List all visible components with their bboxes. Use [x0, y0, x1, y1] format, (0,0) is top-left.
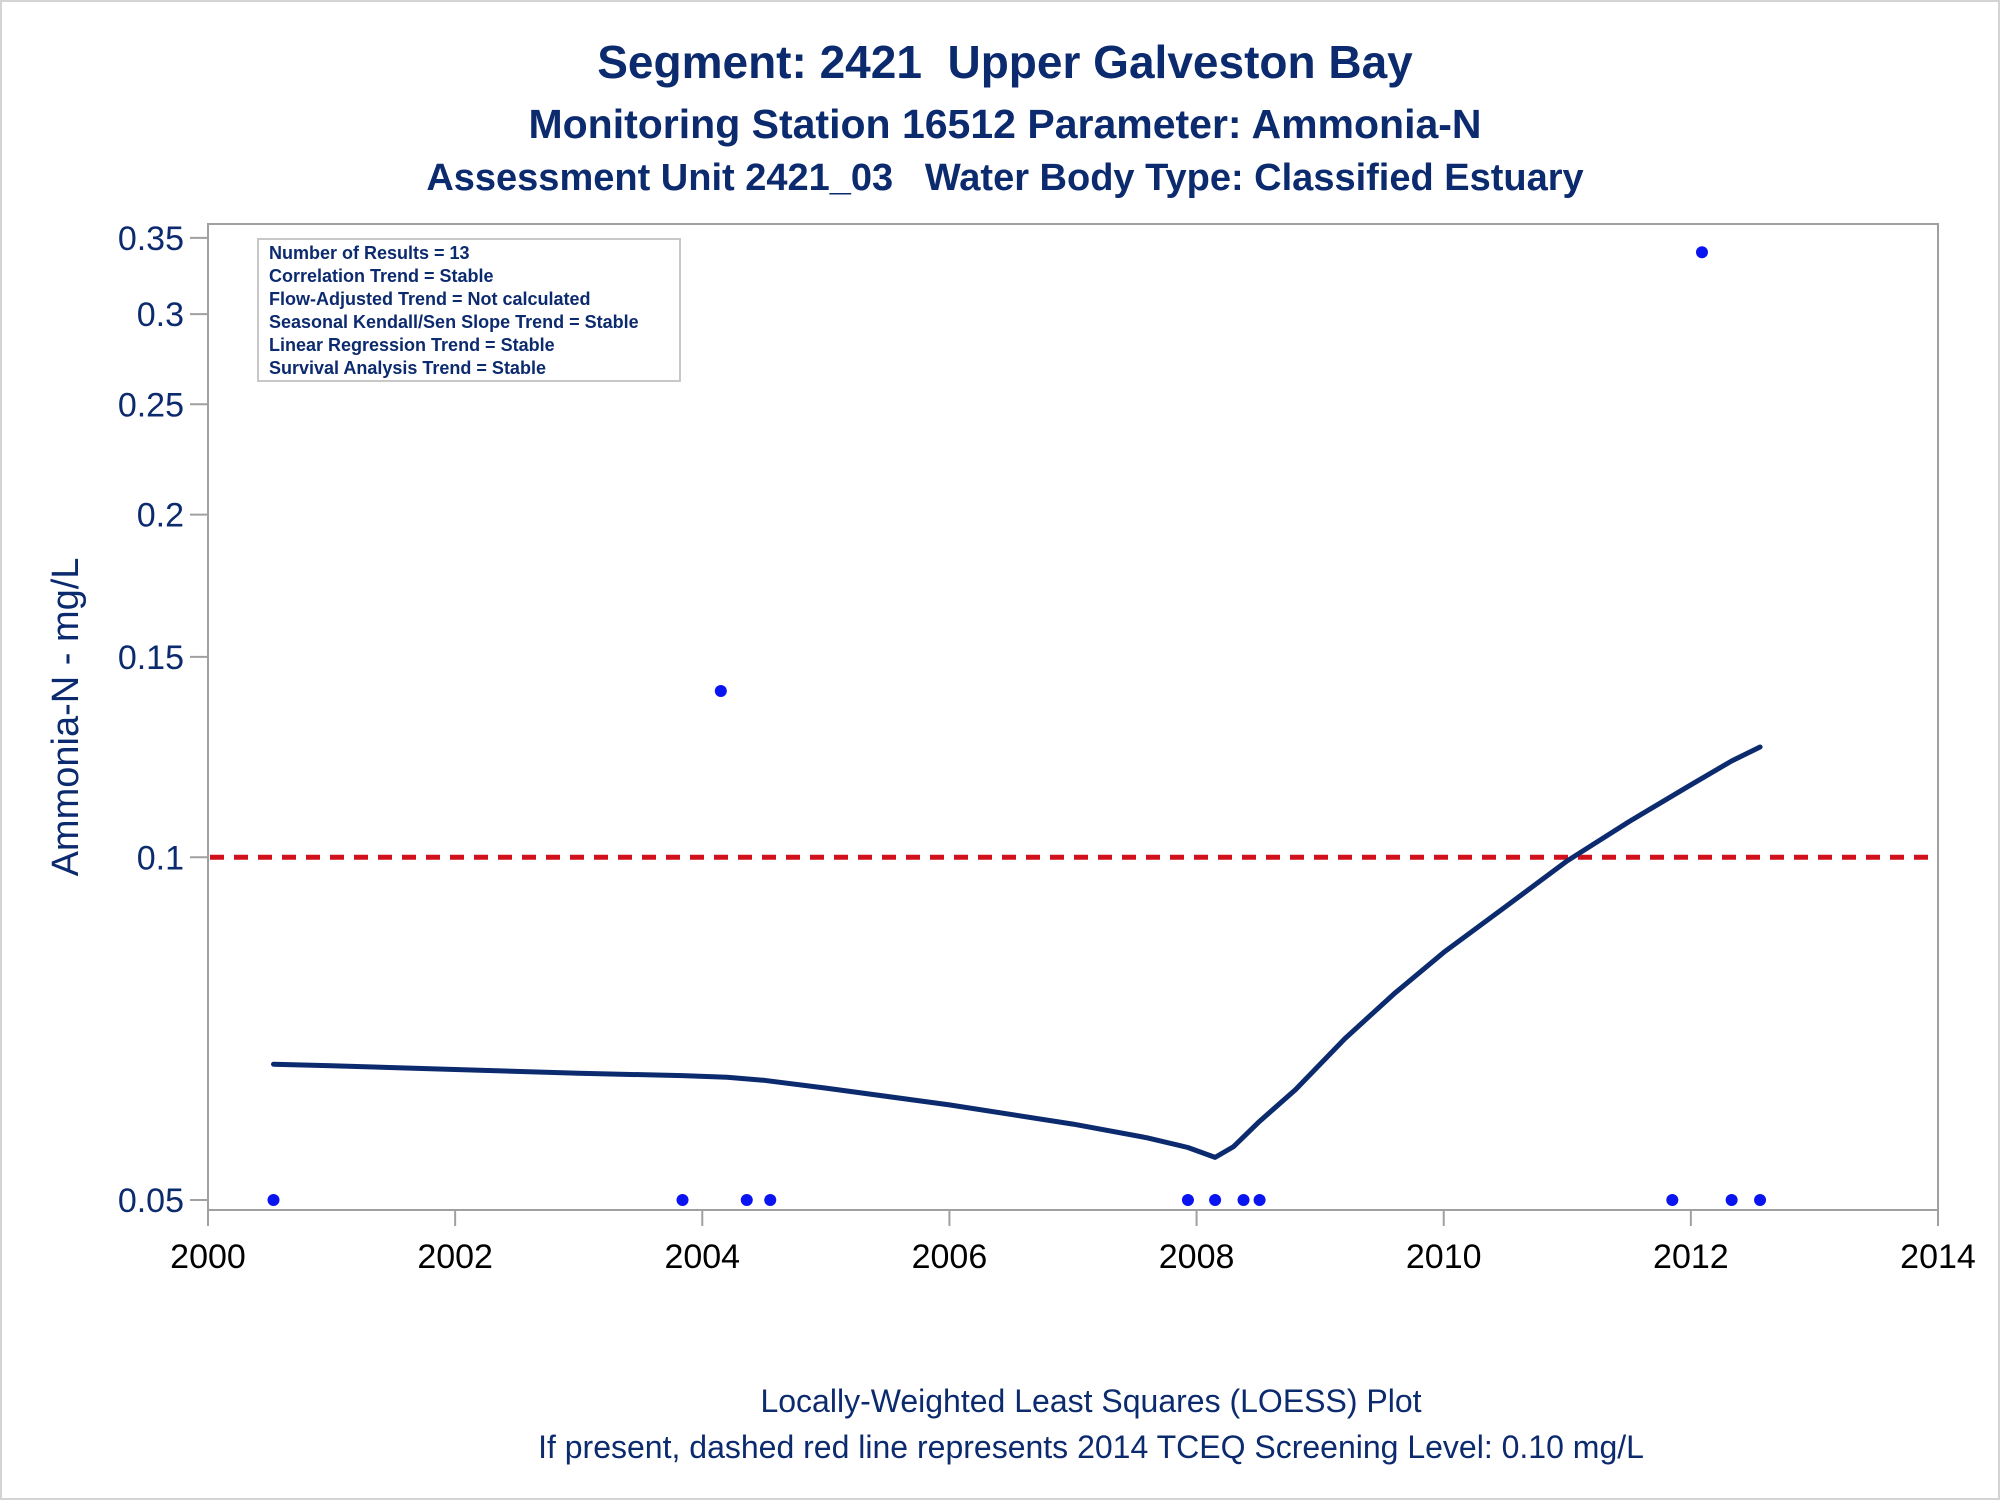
- inset-correlation-trend: Correlation Trend = Stable: [269, 266, 494, 286]
- chart-title: Segment: 2421 Upper Galveston Bay: [597, 36, 1413, 88]
- trend-summary-box: Number of Results = 13 Correlation Trend…: [257, 238, 681, 382]
- plot-area: [207, 223, 1939, 1211]
- x-tick-label: 2008: [1159, 1238, 1235, 1276]
- y-axis: 0.05 0.1 0.15 0.2 0.25 0.3 0.35: [118, 220, 208, 1220]
- x-tick-label: 2012: [1653, 1238, 1729, 1276]
- x-tick-label: 2002: [417, 1238, 493, 1276]
- inset-results-count: Number of Results = 13: [269, 243, 470, 263]
- inset-seasonal-kendall-trend: Seasonal Kendall/Sen Slope Trend = Stabl…: [269, 312, 639, 332]
- data-point: [267, 1194, 280, 1207]
- footnote-loess: Locally-Weighted Least Squares (LOESS) P…: [760, 1383, 1421, 1419]
- y-tick-label: 0.25: [118, 386, 184, 424]
- loess-curve: [271, 744, 1763, 1160]
- y-tick-label: 0.1: [137, 839, 184, 877]
- x-tick-label: 2014: [1900, 1238, 1976, 1276]
- chart-subtitle: Monitoring Station 16512 Parameter: Ammo…: [528, 101, 1481, 147]
- data-point: [714, 684, 727, 697]
- data-point: [1237, 1194, 1250, 1207]
- y-tick-label: 0.2: [137, 497, 184, 535]
- x-tick-label: 2010: [1406, 1238, 1482, 1276]
- inset-linear-regression-trend: Linear Regression Trend = Stable: [269, 335, 555, 355]
- data-point: [1666, 1194, 1679, 1207]
- data-point: [740, 1194, 753, 1207]
- data-point: [1754, 1194, 1767, 1207]
- data-point: [1725, 1194, 1738, 1207]
- x-tick-label: 2000: [170, 1238, 246, 1276]
- y-axis-title: Ammonia-N - mg/L: [45, 558, 87, 877]
- inset-survival-analysis-trend: Survival Analysis Trend = Stable: [269, 358, 546, 378]
- data-point: [1695, 246, 1708, 259]
- trend-summary-border: [257, 238, 681, 382]
- inset-flow-adjusted-trend: Flow-Adjusted Trend = Not calculated: [269, 289, 591, 309]
- y-tick-label: 0.35: [118, 220, 184, 258]
- y-tick-label: 0.3: [137, 296, 184, 334]
- data-point: [1209, 1194, 1222, 1207]
- y-tick-label: 0.05: [118, 1182, 184, 1220]
- x-tick-label: 2006: [912, 1238, 988, 1276]
- data-point: [676, 1194, 689, 1207]
- x-tick-label: 2004: [664, 1238, 740, 1276]
- x-axis: 2000 2002 2004 2006 2008 2010 2012 2014: [170, 1210, 1976, 1276]
- data-point: [764, 1194, 777, 1207]
- y-tick-label: 0.15: [118, 639, 184, 677]
- data-point: [1181, 1194, 1194, 1207]
- data-point: [1253, 1194, 1266, 1207]
- footnote-screening-level: If present, dashed red line represents 2…: [538, 1429, 1644, 1465]
- data-points: [267, 246, 1767, 1207]
- chart-subtitle-2: Assessment Unit 2421_03 Water Body Type:…: [426, 157, 1583, 199]
